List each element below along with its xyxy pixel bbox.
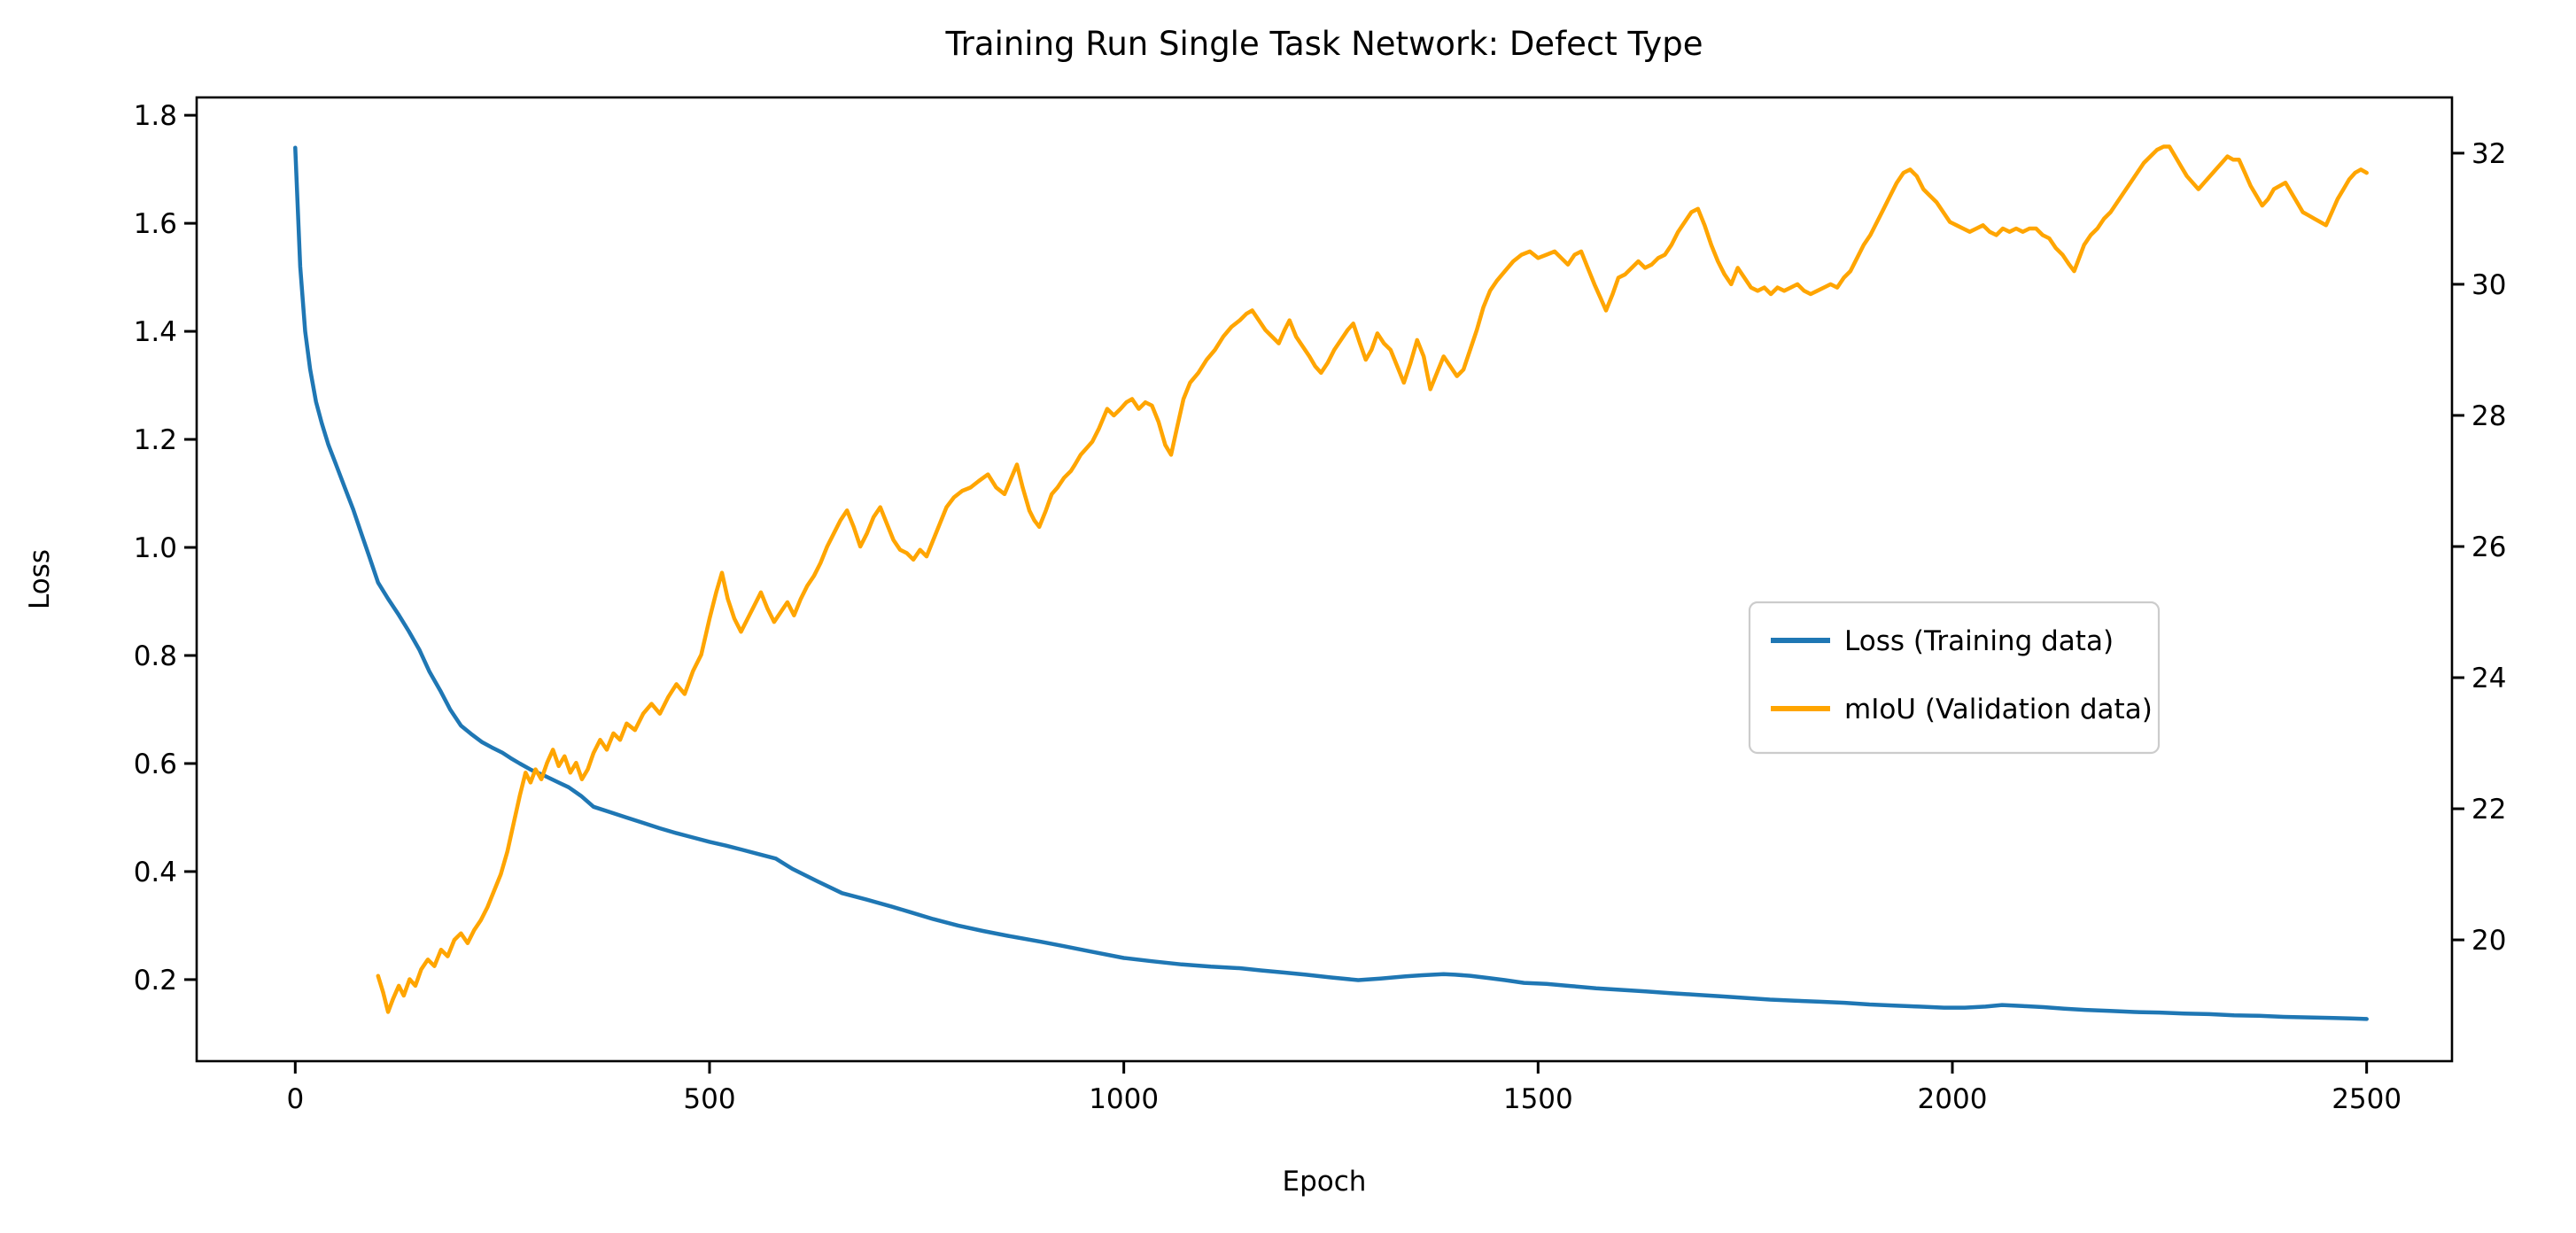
y-right-tick-label: 30: [2471, 269, 2506, 301]
x-axis-label: Epoch: [1283, 1166, 1367, 1198]
x-tick-label: 1000: [1089, 1083, 1159, 1115]
loss-series-line: [293, 145, 2369, 1021]
y-left-tick-label: 0.8: [134, 640, 177, 672]
y-left-tick-label: 1.8: [134, 100, 177, 132]
legend: Loss (Training data) mIoU (Validation dat…: [1748, 601, 2161, 755]
y-left-tick-label: 1.6: [134, 208, 177, 240]
y-right-tick-label: 32: [2471, 138, 2506, 170]
x-tick-label: 2500: [2332, 1083, 2401, 1115]
x-tick-label: 0: [286, 1083, 304, 1115]
legend-entry-label: mIoU (Validation data): [1844, 694, 2153, 725]
chart-title: Training Run Single Task Network: Defect…: [945, 25, 1703, 63]
y-left-tick-label: 1.0: [134, 532, 177, 564]
y-axis-label: Loss: [24, 549, 56, 609]
y-left-tick-label: 0.4: [134, 857, 177, 888]
legend-box: [1748, 601, 2161, 755]
miou-series-line: [376, 144, 2369, 1014]
legend-entry-label: Loss (Training data): [1844, 625, 2114, 657]
x-tick-label: 1500: [1503, 1083, 1573, 1115]
axes-spines: [195, 96, 2454, 1063]
y-right-tick-label: 28: [2471, 400, 2506, 432]
y-right-tick-label: 22: [2471, 794, 2506, 826]
y-right-tick-label: 20: [2471, 925, 2506, 957]
y-left-tick-label: 1.2: [134, 424, 177, 456]
y-left-tick-label: 0.6: [134, 748, 177, 780]
y-left-tick-label: 0.2: [134, 965, 177, 996]
y-right-tick-label: 26: [2471, 531, 2506, 563]
x-tick-label: 500: [683, 1083, 735, 1115]
y-right-tick-label: 24: [2471, 663, 2506, 694]
y-left-tick-label: 1.4: [134, 316, 177, 348]
x-tick-label: 2000: [1918, 1083, 1988, 1115]
